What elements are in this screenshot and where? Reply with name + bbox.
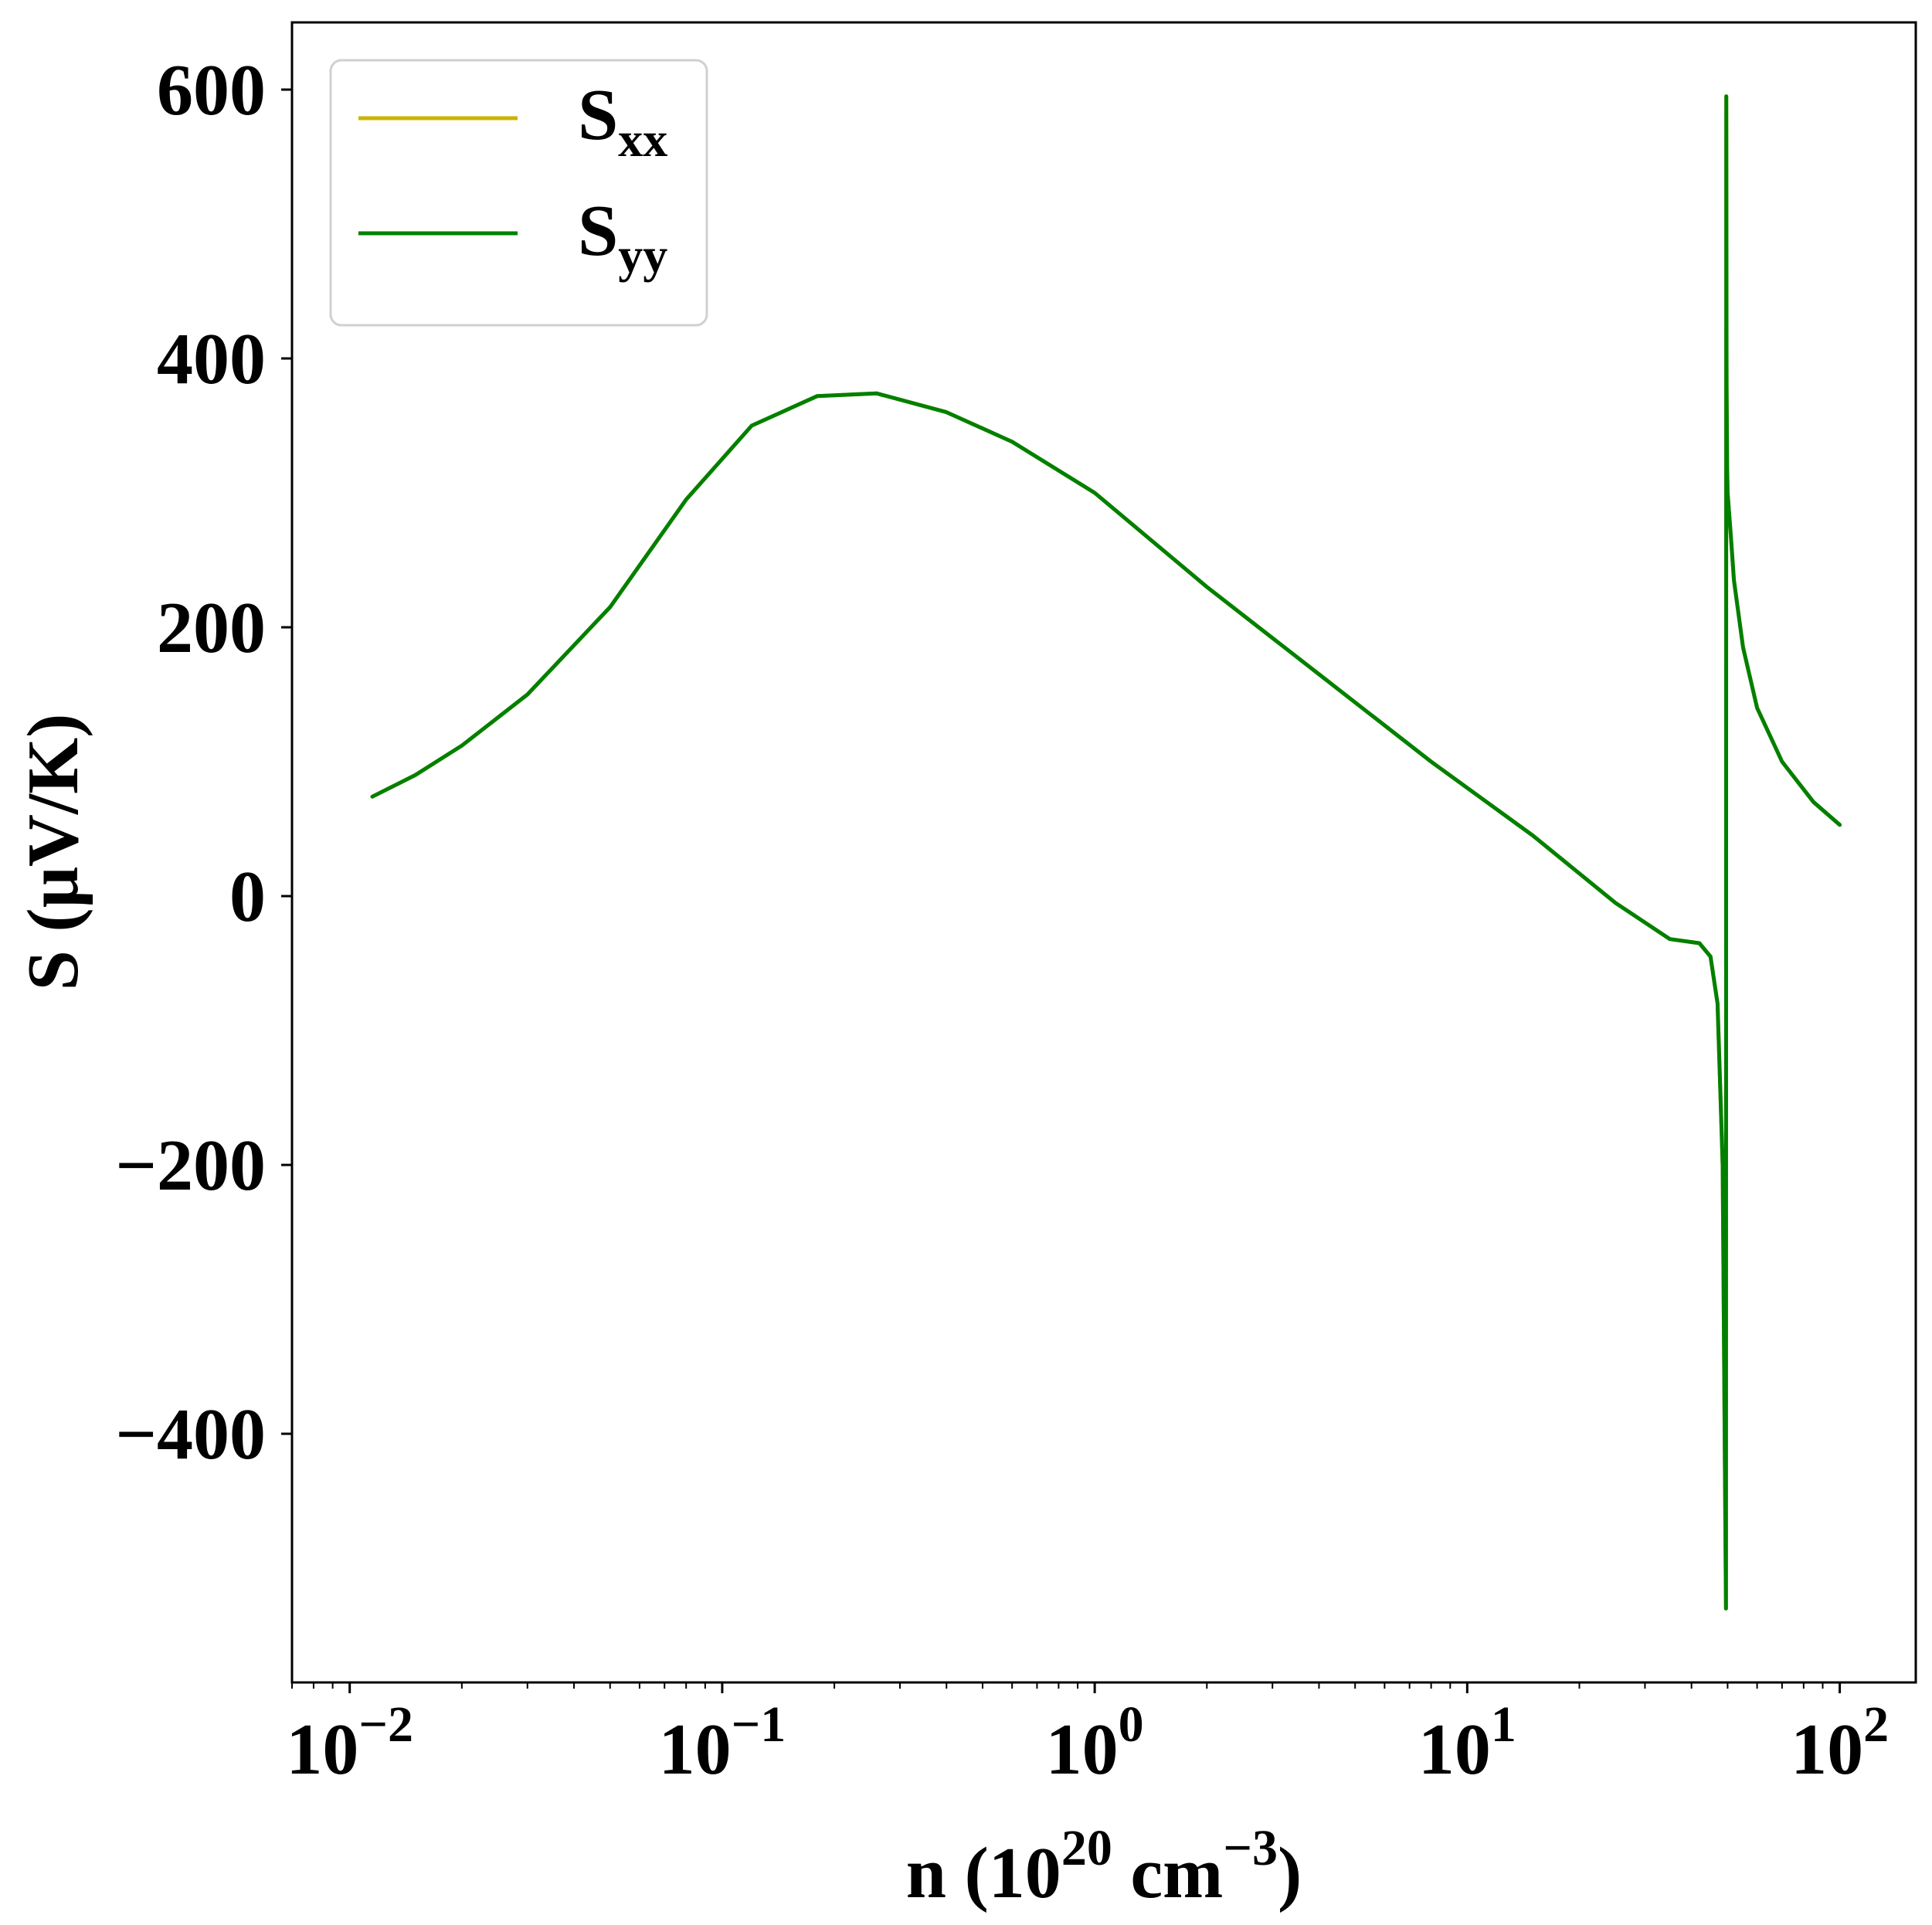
x-tick-base: 10 [659,1709,732,1790]
x-axis-label: n (1020 cm−3) [906,1820,1302,1913]
y-tick-label: 0 [229,857,266,937]
x-axis-label-sup1: 20 [1061,1820,1112,1876]
plot-area [290,21,1917,1684]
x-tick-label: 10−1 [659,1696,786,1790]
legend-label-sxx: S [578,75,618,155]
y-tick-label: 600 [157,50,266,131]
legend: Sxx Syy [329,59,708,327]
plot-frame [290,21,1917,1684]
legend-sub-sxx: xx [618,112,667,167]
y-axis-ticks: 600 400 200 0 −200 −400 [115,50,292,1475]
x-tick-exponent: −2 [358,1696,413,1753]
x-tick-base: 10 [286,1709,358,1790]
y-tick-label: −200 [115,1125,266,1206]
x-axis-label-main: n (10 [906,1833,1061,1913]
x-axis-label-end: ) [1278,1833,1302,1913]
legend-label-syy: S [578,191,618,271]
x-tick-label: 101 [1418,1696,1516,1790]
x-tick-base: 10 [1418,1709,1491,1790]
x-tick-label: 10−2 [286,1696,413,1790]
legend-entry-sxx: Sxx [578,75,667,167]
x-tick-label: 100 [1046,1696,1144,1790]
x-tick-exponent: 2 [1863,1696,1889,1753]
legend-sub-syy: yy [618,228,667,283]
y-tick-label: −400 [115,1394,266,1475]
legend-frame [329,59,708,327]
x-tick-exponent: 1 [1491,1696,1516,1753]
x-axis-label-mid: cm [1112,1833,1224,1913]
x-tick-exponent: −1 [732,1696,786,1753]
y-axis-label: S (μV/K) [13,714,93,991]
legend-entry-syy: Syy [578,191,667,283]
x-tick-base: 10 [1791,1709,1863,1790]
x-tick-label: 102 [1791,1696,1889,1790]
y-tick-label: 200 [157,588,266,668]
y-tick-label: 400 [157,319,266,399]
x-tick-exponent: 0 [1119,1696,1144,1753]
x-axis-ticks: 10−2 10−1 100 101 102 [286,1682,1889,1790]
series-line-yy [370,94,1842,1611]
series-layer [370,94,1842,1611]
x-tick-base: 10 [1046,1709,1119,1790]
x-axis-label-sup2: −3 [1223,1820,1278,1876]
